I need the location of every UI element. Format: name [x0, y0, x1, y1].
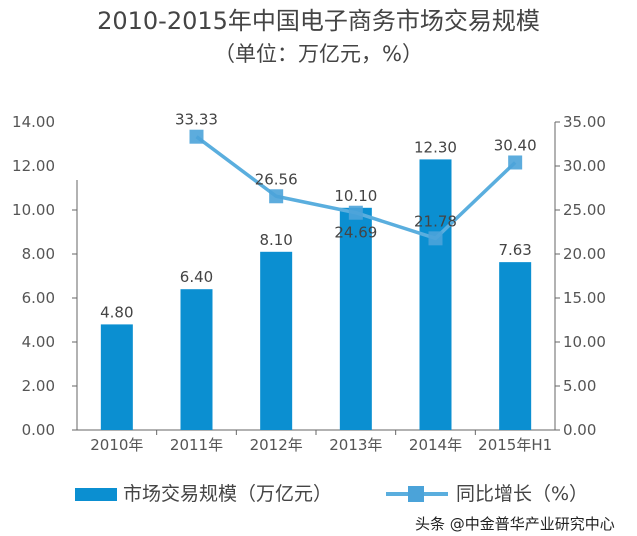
x-axis-tick-label: 2015年H1: [478, 436, 552, 454]
right-axis-tick-label: 0.00: [563, 421, 596, 439]
bar: [499, 262, 532, 430]
growth-marker: [348, 205, 363, 220]
legend-bar-swatch: [75, 487, 117, 501]
right-axis-tick-label: 30.00: [563, 157, 606, 175]
bar-data-label: 12.30: [414, 138, 457, 156]
bar-data-label: 7.63: [498, 241, 531, 259]
growth-marker: [508, 155, 523, 170]
left-axis-tick-label: 14.00: [12, 113, 55, 131]
growth-data-label: 21.78: [414, 212, 457, 230]
bar-data-label: 6.40: [180, 268, 213, 286]
x-axis-tick-label: 2010年: [90, 436, 143, 454]
bar-data-label: 10.10: [334, 187, 377, 205]
x-axis-tick-label: 2011年: [170, 436, 223, 454]
left-axis-tick-label: 4.00: [22, 333, 55, 351]
growth-data-label: 33.33: [175, 111, 218, 129]
bar-data-label: 4.80: [100, 303, 133, 321]
x-axis-tick-label: 2014年: [409, 436, 462, 454]
left-axis-tick-label: 12.00: [12, 157, 55, 175]
watermark: 头条 @中金普华产业研究中心: [415, 515, 615, 533]
legend-item-bar: 市场交易规模（万亿元）: [75, 482, 332, 506]
growth-data-label: 30.40: [494, 136, 537, 154]
left-axis-tick-label: 10.00: [12, 201, 55, 219]
chart-subtitle: （单位：万亿元，%）: [214, 42, 423, 66]
growth-marker: [428, 231, 443, 246]
growth-data-label: 24.69: [334, 224, 377, 242]
growth-data-label: 26.56: [255, 170, 298, 188]
x-axis-tick-label: 2012年: [250, 436, 303, 454]
bar: [419, 159, 452, 430]
legend-item-line: 同比增长（%）: [386, 482, 588, 506]
x-axis-tick-label: 2013年: [329, 436, 382, 454]
left-axis-tick-label: 8.00: [22, 245, 55, 263]
bar: [180, 289, 213, 430]
left-axis-tick-label: 0.00: [22, 421, 55, 439]
legend-line-label: 同比增长（%）: [456, 483, 589, 505]
growth-marker: [189, 129, 204, 144]
right-axis-tick-label: 35.00: [563, 113, 606, 131]
bar-data-label: 8.10: [259, 231, 292, 249]
left-axis-tick-label: 2.00: [22, 377, 55, 395]
right-axis-tick-label: 20.00: [563, 245, 606, 263]
growth-marker: [269, 189, 284, 204]
right-axis-tick-label: 5.00: [563, 377, 596, 395]
right-axis-tick-label: 25.00: [563, 201, 606, 219]
legend-bar-label: 市场交易规模（万亿元）: [123, 483, 333, 505]
chart-title: 2010-2015年中国电子商务市场交易规模: [97, 7, 540, 35]
left-axis-tick-label: 6.00: [22, 289, 55, 307]
right-axis-tick-label: 10.00: [563, 333, 606, 351]
bar: [260, 251, 293, 430]
right-axis-tick-label: 15.00: [563, 289, 606, 307]
bar: [339, 207, 372, 430]
legend-line-swatch: [386, 484, 448, 504]
bar: [100, 324, 133, 430]
